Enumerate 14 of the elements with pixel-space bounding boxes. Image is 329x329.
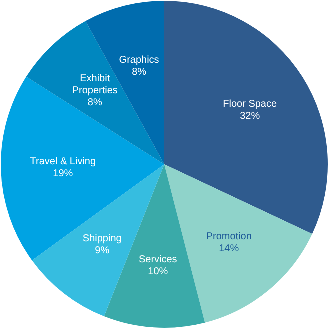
slice-label: Floor Space	[223, 98, 278, 110]
slice-label: Graphics	[119, 55, 160, 66]
data-label: 10%	[148, 266, 168, 278]
slice-label: Exhibit Properties	[72, 73, 118, 96]
slice-label: Promotion	[206, 231, 252, 242]
data-label: 14%	[219, 243, 240, 254]
data-label: 9%	[95, 245, 110, 256]
slice-label: Services	[138, 254, 178, 266]
data-label: 8%	[132, 67, 147, 78]
slice-label: Shipping	[82, 233, 122, 244]
data-label: 19%	[53, 168, 74, 180]
data-label: 32%	[240, 110, 260, 122]
slice-label: Travel & Living	[30, 156, 96, 168]
data-label: 8%	[88, 97, 102, 108]
